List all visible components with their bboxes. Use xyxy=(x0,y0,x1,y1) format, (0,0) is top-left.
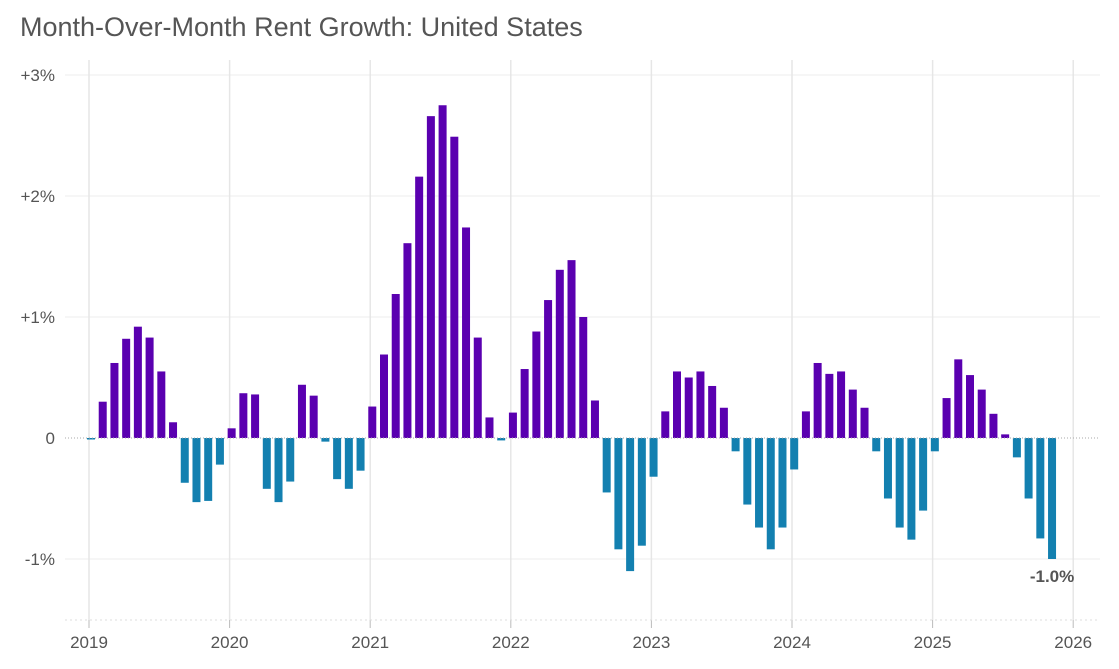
x-tick-label: 2026 xyxy=(1054,633,1092,652)
bar xyxy=(813,362,822,438)
bar xyxy=(743,438,752,505)
bar xyxy=(87,438,95,440)
bar xyxy=(649,438,658,477)
bar xyxy=(637,438,646,546)
bar xyxy=(825,373,834,438)
bar xyxy=(930,438,939,452)
bar xyxy=(391,294,400,438)
bar xyxy=(907,438,916,540)
bar xyxy=(380,354,388,438)
bar xyxy=(368,406,377,438)
bar xyxy=(508,412,517,438)
bar xyxy=(520,369,529,438)
bar xyxy=(708,385,717,438)
bar xyxy=(133,326,142,438)
bar xyxy=(262,438,271,489)
chart-title: Month-Over-Month Rent Growth: United Sta… xyxy=(20,12,583,42)
bar xyxy=(1024,438,1033,499)
bar xyxy=(462,227,471,438)
bar xyxy=(755,438,764,528)
bar xyxy=(989,413,998,438)
bar xyxy=(344,438,353,489)
bar xyxy=(696,371,705,438)
x-tick-label: 2022 xyxy=(492,633,530,652)
bar xyxy=(790,438,799,470)
y-tick-label: 0 xyxy=(46,429,55,448)
bar xyxy=(544,300,553,438)
bar xyxy=(673,371,681,438)
bar xyxy=(297,384,306,438)
bar xyxy=(966,375,974,438)
bar xyxy=(426,116,435,438)
x-tick-label: 2021 xyxy=(351,633,389,652)
y-tick-label: -1% xyxy=(25,550,55,569)
bar xyxy=(977,389,986,438)
bar xyxy=(860,407,869,438)
x-tick-label: 2025 xyxy=(914,633,952,652)
bar xyxy=(333,438,342,480)
bar xyxy=(239,393,248,438)
bar xyxy=(1012,438,1021,458)
y-tick-label: +1% xyxy=(21,308,56,327)
bar xyxy=(403,243,412,438)
bar xyxy=(661,411,670,438)
bar xyxy=(1048,438,1057,559)
bar xyxy=(145,337,154,438)
x-tick-label: 2019 xyxy=(70,633,108,652)
x-tick-label: 2024 xyxy=(773,633,811,652)
y-tick-label: +3% xyxy=(21,66,56,85)
bar xyxy=(837,371,846,438)
y-tick-label: +2% xyxy=(21,187,56,206)
x-tick-label: 2023 xyxy=(632,633,670,652)
bar xyxy=(532,331,541,438)
bar xyxy=(438,105,447,438)
bar xyxy=(872,438,881,452)
bar xyxy=(180,438,189,483)
x-tick-label: 2020 xyxy=(211,633,249,652)
bar xyxy=(590,400,599,438)
bar xyxy=(731,438,740,452)
bar xyxy=(942,398,951,438)
bar xyxy=(848,389,857,438)
bar xyxy=(251,394,260,438)
bar xyxy=(883,438,892,499)
bar xyxy=(602,438,611,493)
bar xyxy=(766,438,775,550)
bar xyxy=(415,176,424,438)
bar xyxy=(286,438,295,482)
bar xyxy=(626,438,635,572)
bar xyxy=(98,401,107,438)
bar xyxy=(227,428,236,438)
bar xyxy=(274,438,283,503)
bar xyxy=(122,338,131,438)
bar xyxy=(1036,438,1045,539)
bar xyxy=(719,407,728,438)
bar xyxy=(497,438,506,441)
bar xyxy=(684,377,693,438)
bar xyxy=(579,317,588,438)
bar xyxy=(215,438,224,465)
bar xyxy=(356,438,365,471)
bar xyxy=(169,422,178,438)
bar xyxy=(192,438,201,503)
bar xyxy=(895,438,904,528)
bar xyxy=(778,438,787,528)
bar xyxy=(473,337,482,438)
bar xyxy=(801,411,810,438)
bar xyxy=(110,362,119,438)
last-value-annotation: -1.0% xyxy=(1030,567,1074,586)
bar xyxy=(321,438,330,442)
bar xyxy=(309,395,318,438)
bar xyxy=(204,438,213,501)
bar xyxy=(567,260,576,438)
bar xyxy=(450,136,459,438)
bar xyxy=(555,269,564,438)
bar xyxy=(485,417,494,438)
bar xyxy=(614,438,623,550)
bar xyxy=(919,438,928,511)
bar xyxy=(954,359,963,438)
bar xyxy=(1001,434,1010,438)
bar xyxy=(157,371,166,438)
